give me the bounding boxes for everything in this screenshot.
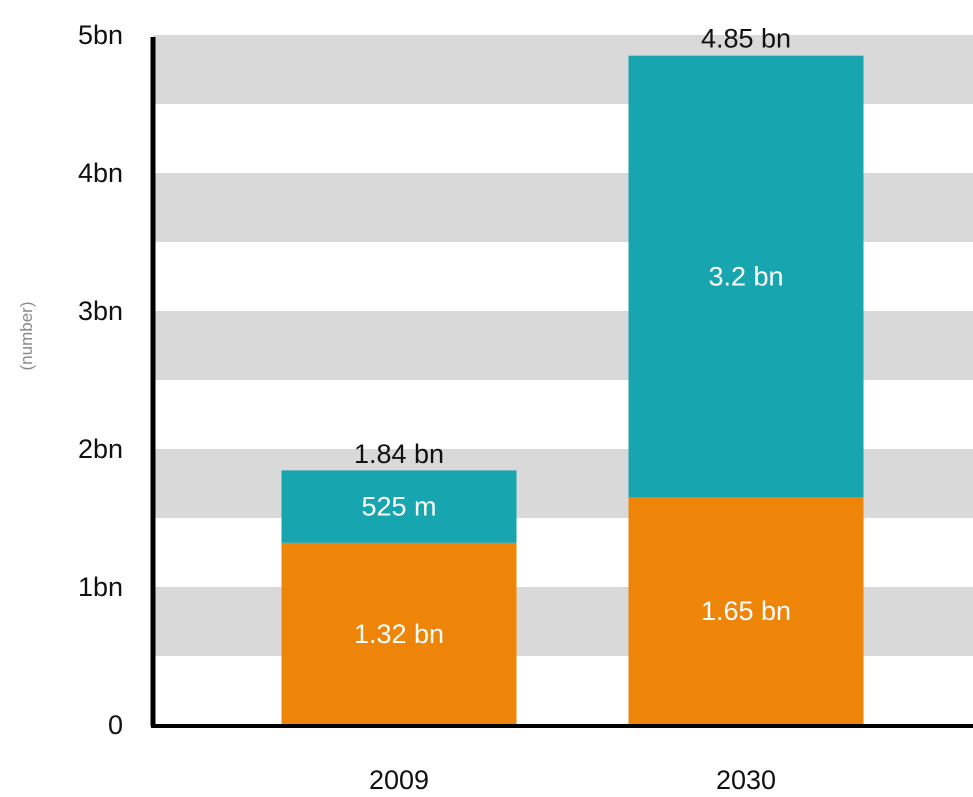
bar-segment (281, 470, 517, 543)
y-axis-label: (number) (17, 302, 36, 371)
total-value-label: 1.84 bn (354, 439, 444, 469)
segment-value-label: 1.32 bn (354, 619, 444, 649)
segment-value-label: 1.65 bn (701, 596, 791, 626)
segment-value-label: 3.2 bn (708, 262, 783, 292)
y-tick-label: 3bn (78, 296, 123, 326)
y-tick-label: 0 (108, 710, 123, 740)
x-tick-label: 2030 (716, 765, 776, 795)
axes (150, 37, 973, 728)
segment-value-label: 525 m (361, 492, 436, 522)
bar-segment (628, 55, 864, 498)
total-value-label: 4.85 bn (701, 24, 791, 54)
bar-segment (628, 497, 864, 725)
labels: 1.32 bn 525 m 1.84 bn 2009 1.65 bn 3.2 bn 4.85… (78, 20, 791, 795)
y-tick-label: 2bn (78, 434, 123, 464)
x-tick-label: 2009 (369, 765, 429, 795)
bars (281, 55, 864, 725)
bar-segment (281, 542, 517, 725)
y-tick-label: 4bn (78, 158, 123, 188)
y-tick-label: 5bn (78, 20, 123, 50)
y-tick-label: 1bn (78, 572, 123, 602)
